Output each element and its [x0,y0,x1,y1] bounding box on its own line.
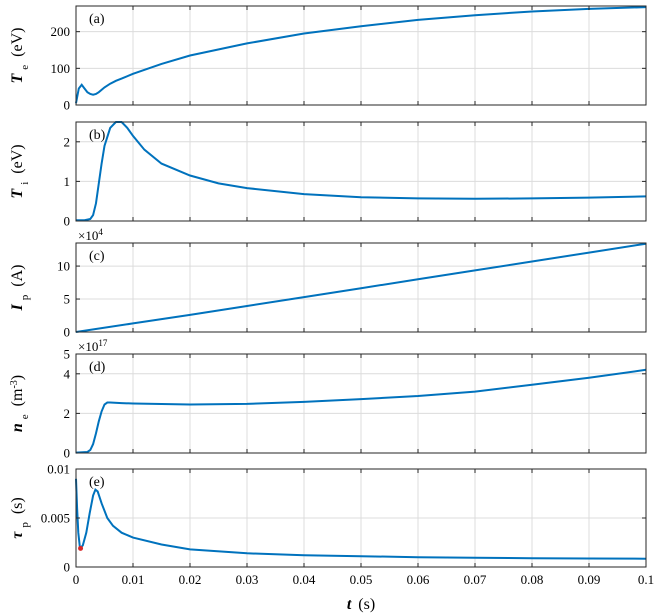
y-tick-label: 0 [64,446,71,461]
panel-label: (a) [89,12,105,27]
panel-label: (e) [89,475,105,490]
plot-frame [75,242,647,333]
y-label-symbol: n [9,423,26,432]
y-tick-label: 2 [64,134,71,149]
data-marker-red [78,545,84,551]
x-tick-label: 0.01 [122,572,145,587]
x-tick-label: 0.07 [464,572,487,587]
plot-frame [75,353,647,454]
y-label-subscript: i [19,182,31,185]
panel-label: (d) [89,360,106,375]
panel-e: 0 0.005 0.01 (e) τ p (s) [9,462,647,575]
y-tick-label-top: 5 [64,347,71,362]
y-label-subscript: e [19,65,31,70]
y-tick-label: 0 [64,214,71,229]
y-label-unit: (m [9,388,26,406]
y-tick-label: 0 [64,98,71,113]
series-line-taup [75,478,647,560]
y-label-unit-exponent: -3 [9,380,20,388]
svg-text:T e (eV): T e (eV) [9,28,31,84]
panel-d: 0 2 4 (d) 5 ×1017 n e (m-3) [9,338,647,461]
y-axis-label: I p (A) [9,265,31,312]
svg-text:τ p (s): τ p (s) [9,497,31,539]
y-label-subscript: p [19,294,31,300]
panel-a: 0 100 200 (a) T e (eV) [9,5,647,113]
plot-frame [75,5,647,106]
svg-text:T i (eV): T i (eV) [9,144,31,198]
y-axis-label: τ p (s) [9,497,31,539]
y-tick-label: 5 [64,292,71,307]
y-tick-label: 0 [64,325,71,340]
y-label-symbol: τ [9,531,26,539]
x-tick-label: 0.02 [179,572,202,587]
svg-text:I p (A): I p (A) [9,265,31,312]
x-tick-label: 0.09 [578,572,601,587]
y-axis-label: T e (eV) [9,28,31,84]
y-tick-label: 0.01 [47,462,70,477]
series-line-ip [75,242,647,333]
y-tick-label: 4 [64,366,71,381]
x-tick-label: 0.1 [638,572,654,587]
y-axis-label: n e (m-3) [9,375,32,432]
plot-frame [75,468,647,568]
y-label-unit: (A) [9,265,26,287]
y-tick-label: 0.005 [41,511,70,526]
panel-label: (b) [89,128,106,143]
panel-label: (c) [89,249,105,264]
x-tick-label: 0 [73,572,80,587]
x-tick-label: 0.04 [293,572,316,587]
y-label-subscript: p [19,522,31,528]
y-label-unit: (s) [9,497,26,514]
series-line-ne [75,368,647,454]
x-tick-label: 0.03 [236,572,259,587]
y-tick-label: 100 [51,61,71,76]
y-tick-label: 200 [51,24,71,39]
y-label-subscript: e [19,414,31,419]
y-label-unit-close: ) [9,375,26,380]
y-label-symbol: T [9,72,26,83]
panel-c: 0 5 10 (c) ×104 I p (A) [9,227,647,340]
y-label-unit: (eV) [9,28,26,57]
x-tick-label: 0.06 [407,572,430,587]
x-tick-label: 0.08 [521,572,544,587]
y-axis-label: T i (eV) [9,144,31,198]
y-label-unit: (eV) [9,144,26,173]
panel-b: 0 1 2 (b) T i (eV) [9,121,647,229]
y-tick-label: 2 [64,406,71,421]
x-axis-label: t (s) [347,596,375,613]
y-exponent-multiplier: ×104 [78,227,103,243]
series-line-te [75,6,647,104]
y-tick-label: 10 [57,259,70,274]
y-tick-label: 0 [64,560,71,575]
y-exponent-multiplier: ×1017 [78,338,108,354]
svg-text:n e (m-3): n e (m-3) [9,375,32,432]
x-tick-labels: 0 0.01 0.02 0.03 0.04 0.05 0.06 0.07 0.08 0.09 0.1 [73,572,654,587]
series-line-ti [76,121,647,222]
x-tick-label: 0.05 [350,572,373,587]
y-label-symbol: I [9,303,26,311]
y-tick-label: 1 [64,174,71,189]
y-label-symbol: T [9,188,26,199]
plot-frame [75,121,647,222]
